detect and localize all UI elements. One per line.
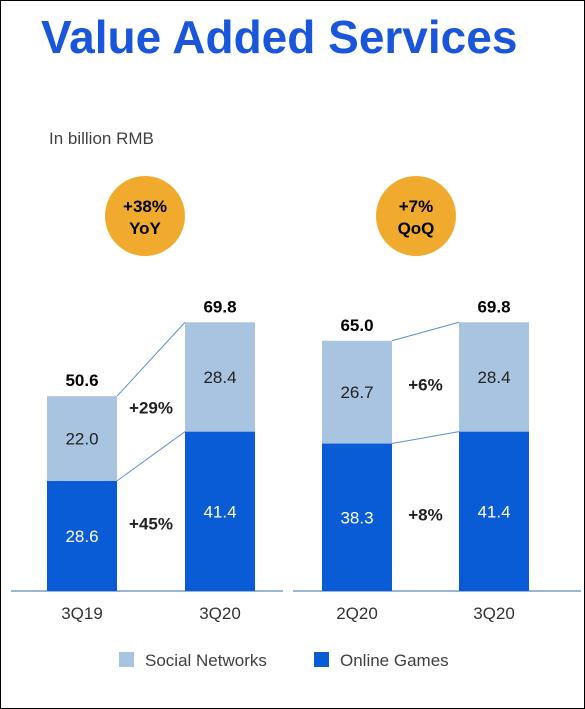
legend-label: Online Games: [340, 651, 449, 670]
data-label-online-games: 38.3: [340, 508, 373, 527]
data-label-online-games: 28.6: [65, 527, 98, 546]
x-tick-label: 3Q20: [199, 604, 241, 623]
legend-swatch-square-games: [314, 652, 329, 667]
data-label-online-games: 41.4: [203, 502, 236, 521]
data-label-social-networks: 28.4: [477, 368, 510, 387]
x-tick-label: 2Q20: [336, 604, 378, 623]
bar-online-games-3q20: [185, 431, 255, 591]
data-label-total: 65.0: [340, 316, 373, 335]
growth-label-online-games: +8%: [408, 505, 443, 524]
growth-label-social-networks: +29%: [129, 399, 173, 418]
growth-label-social-networks: +6%: [408, 376, 443, 395]
growth-badge-percent: +7%: [399, 197, 434, 216]
bar-social-networks-3q20: [459, 322, 529, 432]
growth-badge-circle: [105, 176, 185, 256]
data-label-total: 50.6: [65, 371, 98, 390]
bar-online-games-3q20: [459, 431, 529, 591]
bar-online-games-3q19: [47, 480, 117, 591]
growth-badge-percent: +38%: [123, 197, 167, 216]
bar-online-games-2q20: [322, 443, 392, 591]
growth-badge-circle: [376, 176, 456, 256]
page-title: Value Added Services: [41, 11, 518, 63]
legend-label: Social Networks: [145, 651, 267, 670]
data-label-social-networks: 22.0: [65, 430, 98, 449]
connector-line-middle: [391, 431, 460, 445]
growth-badge-period: QoQ: [398, 219, 435, 238]
data-label-social-networks: 26.7: [340, 383, 373, 402]
unit-label: In billion RMB: [49, 129, 154, 148]
connector-line-top: [116, 321, 186, 397]
data-label-online-games: 41.4: [477, 502, 510, 521]
data-label-total: 69.8: [477, 297, 510, 316]
connector-line-top: [391, 321, 460, 342]
legend-swatch-square-social: [119, 652, 134, 667]
data-label-social-networks: 28.4: [203, 368, 236, 387]
bar-social-networks-3q19: [47, 396, 117, 481]
bar-social-networks-2q20: [322, 340, 392, 444]
connector-line-middle: [116, 431, 186, 482]
growth-label-online-games: +45%: [129, 515, 173, 534]
x-tick-label: 3Q19: [61, 604, 103, 623]
growth-badge-period: YoY: [129, 219, 161, 238]
data-label-total: 69.8: [203, 297, 236, 316]
bar-social-networks-3q20: [185, 322, 255, 432]
x-tick-label: 3Q20: [473, 604, 515, 623]
